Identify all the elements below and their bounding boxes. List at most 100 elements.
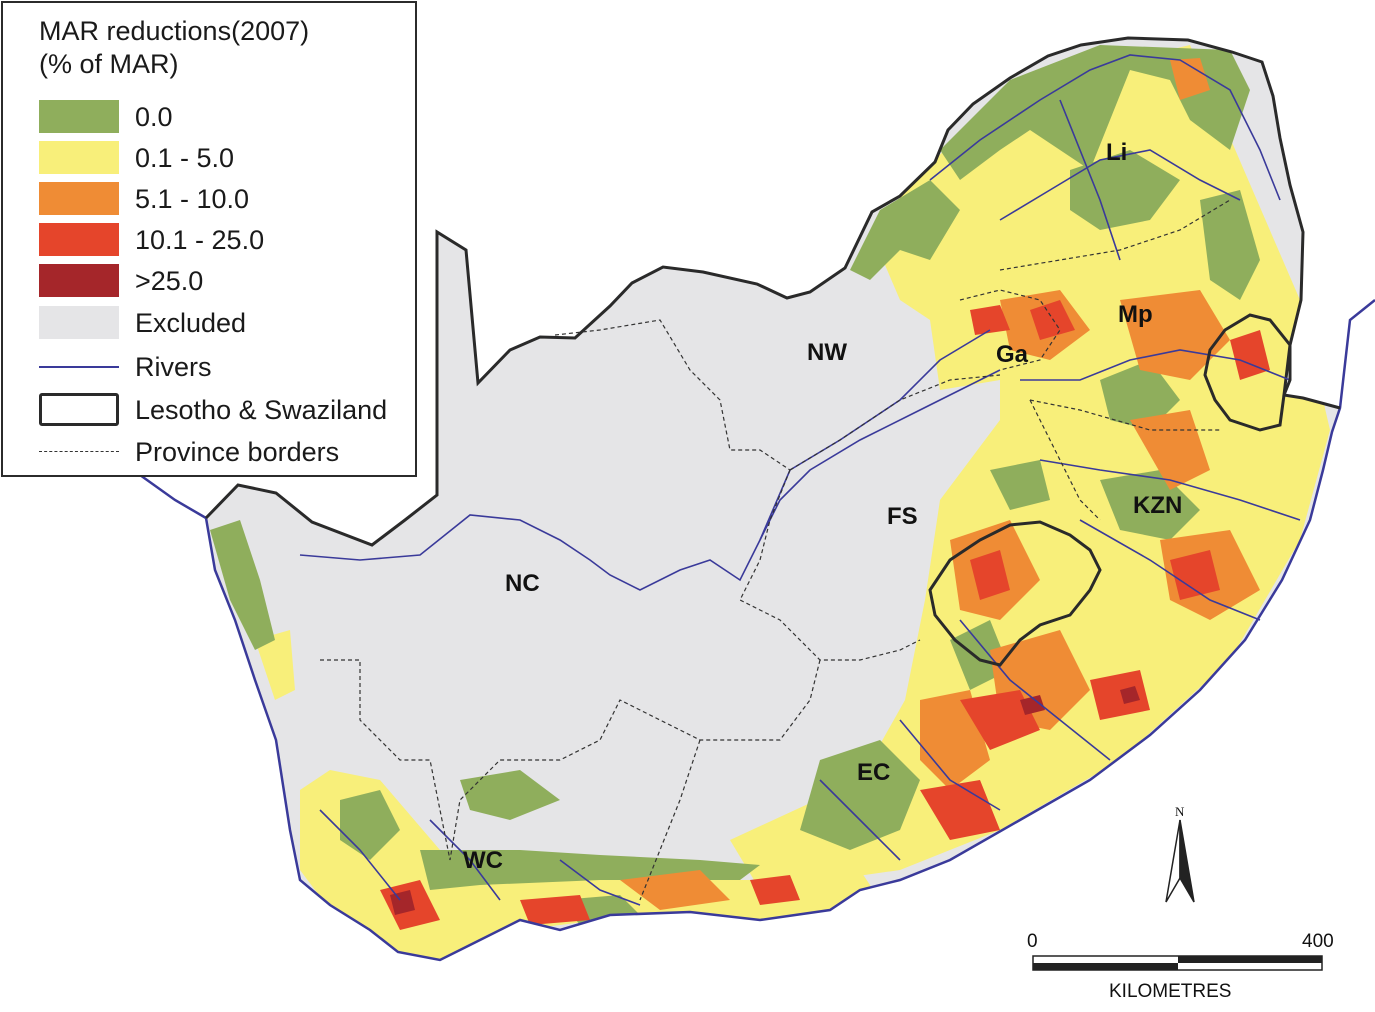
river-ec3 <box>819 779 901 861</box>
legend-lesotho-symbol <box>39 393 119 426</box>
land-border <box>204 36 1341 547</box>
legend-river-symbol <box>39 366 119 368</box>
zone-darkred-3 <box>1120 686 1140 704</box>
rivers <box>299 54 1301 906</box>
swaziland-outline <box>1203 313 1292 432</box>
zone-red-kzn <box>1170 550 1220 600</box>
legend-label-2: 5.1 - 10.0 <box>135 184 250 214</box>
zone-green-fs <box>990 460 1050 510</box>
lesotho-outline <box>928 520 1102 667</box>
river-wc2 <box>429 819 501 901</box>
zone-darkred-2 <box>1020 695 1045 715</box>
legend-swatch-2 <box>39 182 119 215</box>
legend-label-rivers: Rivers <box>135 352 212 382</box>
border-wc-ec <box>639 739 701 901</box>
zone-green-east1 <box>1200 190 1260 300</box>
scale-unit-label: KILOMETRES <box>1109 981 1231 1002</box>
scale-start-label: 0 <box>1027 931 1038 952</box>
province-label-nw: NW <box>807 339 847 366</box>
river-north2 <box>1059 99 1121 261</box>
legend-label-5: Excluded <box>135 308 247 338</box>
west-coast-north <box>139 473 207 520</box>
zone-red-lesotho <box>970 550 1010 600</box>
legend-swatch-0 <box>39 100 119 133</box>
province-label-kzn: KZN <box>1133 492 1182 519</box>
legend-item-0: 0.0 <box>39 100 415 134</box>
legend-label-3: 10.1 - 25.0 <box>135 225 265 255</box>
border-nc-nw <box>554 319 791 471</box>
legend-item-2: 5.1 - 10.0 <box>39 182 415 216</box>
legend-item-4: >25.0 <box>39 264 415 298</box>
river-kzn2 <box>1079 519 1261 621</box>
map-legend: MAR reductions(2007) (% of MAR) 0.0 0.1 … <box>1 1 417 477</box>
legend-swatch-5 <box>39 306 119 339</box>
north-arrow-right <box>1179 819 1195 903</box>
border-nc-fs <box>739 469 921 661</box>
province-label-ec: EC <box>857 759 890 786</box>
border-nc-ec <box>449 659 821 861</box>
zone-green-wc2 <box>210 520 275 650</box>
river-vaal <box>759 369 1001 541</box>
province-label-fs: FS <box>887 503 918 530</box>
legend-label-4: >25.0 <box>135 266 204 296</box>
zone-red-ec1 <box>960 690 1040 750</box>
legend-title-line1: MAR reductions(2007) <box>39 16 310 46</box>
north-arrow-left <box>1165 819 1181 903</box>
scale-bar: 0 400 KILOMETRES <box>1027 931 1334 1002</box>
scale-bar-seg-2 <box>1178 956 1322 963</box>
reduction-zones <box>210 45 1330 960</box>
border-mp-kzn <box>1029 399 1220 431</box>
province-label-nc: NC <box>505 570 540 597</box>
north-arrow-label: N <box>1175 804 1185 819</box>
zone-green-northwest <box>850 180 960 280</box>
legend-province-border-symbol <box>39 451 119 452</box>
legend-item-lesotho: Lesotho & Swaziland <box>39 393 415 427</box>
river-limpopo <box>929 54 1281 201</box>
province-label-mp: Mp <box>1118 301 1153 328</box>
province-label-ga: Ga <box>996 341 1029 368</box>
zone-red-ga <box>970 305 1010 335</box>
zone-green-north <box>940 45 1250 180</box>
border-nc-wc <box>320 659 451 861</box>
zone-green-wc4 <box>460 770 560 820</box>
legend-swatch-4 <box>39 264 119 297</box>
legend-label-0: 0.0 <box>135 102 173 132</box>
legend-item-3: 10.1 - 25.0 <box>39 223 415 257</box>
legend-item-rivers: Rivers <box>39 350 415 384</box>
legend-label-provinces: Province borders <box>135 437 340 467</box>
zone-yellow-west <box>255 630 295 700</box>
zone-green-wc3 <box>340 790 400 860</box>
legend-swatch-1 <box>39 141 119 174</box>
border-ga <box>959 289 1061 371</box>
zone-orange-mp <box>1120 290 1230 380</box>
river-south1 <box>559 859 641 906</box>
river-ec2 <box>899 719 1001 811</box>
zone-green-li <box>1070 150 1180 230</box>
province-label-li: Li <box>1106 139 1127 166</box>
river-north1 <box>999 149 1241 221</box>
legend-label-lesotho: Lesotho & Swaziland <box>135 395 388 425</box>
north-arrow: N <box>1165 804 1195 903</box>
province-borders <box>320 199 1231 901</box>
legend-title-line2: (% of MAR) <box>39 49 179 79</box>
zone-orange-north <box>1170 58 1210 100</box>
river-mp <box>1020 349 1291 381</box>
zone-green-mp <box>1100 360 1180 430</box>
coastline <box>204 299 1375 962</box>
legend-swatch-3 <box>39 223 119 256</box>
border-mp-li <box>999 199 1231 271</box>
zone-red-south3 <box>750 875 800 905</box>
scale-bar-seg-1 <box>1033 963 1178 970</box>
legend-item-provinces: Province borders <box>39 435 415 469</box>
province-label-wc: WC <box>463 847 503 874</box>
river-ec1 <box>959 619 1111 761</box>
zone-red-mp <box>1030 300 1075 340</box>
zone-green-ec1 <box>800 740 920 850</box>
legend-label-1: 0.1 - 5.0 <box>135 143 235 173</box>
zone-red-ec3 <box>1090 670 1150 720</box>
legend-item-5: Excluded <box>39 306 415 340</box>
border-nw-fs <box>789 374 1001 471</box>
zone-red-ec2 <box>920 780 1000 840</box>
legend-title: MAR reductions(2007) (% of MAR) <box>39 15 309 81</box>
